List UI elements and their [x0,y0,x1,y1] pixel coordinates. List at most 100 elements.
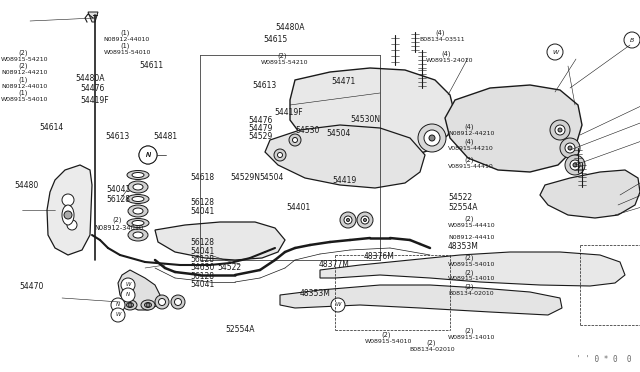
Text: N08912-34010: N08912-34010 [95,225,144,231]
Text: N: N [126,292,130,298]
Circle shape [624,32,640,48]
Circle shape [560,138,580,158]
Text: B08134-02010: B08134-02010 [410,347,455,352]
Text: V08915-44210: V08915-44210 [448,145,493,151]
Text: N: N [145,152,150,158]
Text: 54041: 54041 [191,280,215,289]
Text: (1): (1) [120,43,130,49]
Ellipse shape [128,181,148,193]
Text: (2): (2) [113,216,122,223]
Text: 54522: 54522 [218,263,242,272]
Circle shape [565,155,585,175]
Text: 54481: 54481 [154,132,178,141]
Text: W08915-24010: W08915-24010 [426,58,473,63]
Text: (1): (1) [120,29,130,36]
Circle shape [424,130,440,146]
Text: 54419F: 54419F [274,108,303,117]
Text: 54401: 54401 [286,203,310,212]
Text: W08915-54210: W08915-54210 [261,60,308,65]
Circle shape [139,146,157,164]
Polygon shape [290,68,455,162]
Text: 56128: 56128 [191,238,215,247]
Text: (2): (2) [465,215,474,222]
Polygon shape [155,222,285,260]
Polygon shape [47,165,92,255]
Text: N08912-44010: N08912-44010 [104,37,150,42]
Text: 54613: 54613 [106,132,130,141]
Ellipse shape [128,205,148,217]
Text: (2): (2) [465,269,474,276]
Text: 52554A: 52554A [225,325,255,334]
Text: 54529N: 54529N [230,173,260,182]
Text: 56128: 56128 [191,272,215,281]
Ellipse shape [127,170,149,180]
Circle shape [331,298,345,312]
Text: 54476: 54476 [248,116,273,125]
Text: (4): (4) [435,29,445,36]
Circle shape [550,120,570,140]
Circle shape [292,138,298,142]
Text: 54419F: 54419F [80,96,109,105]
Text: 54470: 54470 [19,282,44,291]
Circle shape [159,298,166,305]
Text: 54615: 54615 [264,35,288,44]
Text: 48353M: 48353M [448,242,479,251]
Text: 54618: 54618 [191,173,215,182]
Text: 54041: 54041 [191,247,215,256]
Text: 48377M: 48377M [319,260,349,269]
Text: B08134-03511: B08134-03511 [419,37,465,42]
Text: 54041: 54041 [106,185,131,194]
Circle shape [418,124,446,152]
Text: 54529: 54529 [248,132,273,141]
Circle shape [171,295,185,309]
Ellipse shape [145,302,152,308]
Circle shape [570,160,580,170]
Polygon shape [445,85,582,172]
Text: ' ' 0 * 0  0: ' ' 0 * 0 0 [577,355,632,364]
Text: 54419: 54419 [333,176,357,185]
Circle shape [361,216,369,224]
Circle shape [111,298,125,312]
Ellipse shape [141,300,155,310]
Text: 54480A: 54480A [76,74,105,83]
Circle shape [67,220,77,230]
Text: (4): (4) [442,50,451,57]
Circle shape [64,211,72,219]
Circle shape [278,153,282,157]
Text: (4): (4) [465,124,474,131]
Ellipse shape [127,218,149,228]
Text: (2): (2) [465,157,474,163]
Text: W: W [552,49,558,55]
Text: (2): (2) [18,49,28,56]
Text: W: W [115,312,121,317]
Text: (2): (2) [465,284,474,291]
Text: V08915-44410: V08915-44410 [448,164,493,169]
Text: 52554A: 52554A [448,203,477,212]
Ellipse shape [132,196,144,202]
Text: B08134-02010: B08134-02010 [448,291,493,296]
Text: W08915-54210: W08915-54210 [1,57,49,62]
Text: N: N [145,152,150,158]
Circle shape [62,194,74,206]
Circle shape [139,146,157,164]
Text: 54504: 54504 [326,129,351,138]
Circle shape [558,128,562,132]
Ellipse shape [127,302,134,308]
Text: N08912-44210: N08912-44210 [448,131,494,137]
Text: (2): (2) [278,52,287,59]
Text: 54530: 54530 [296,126,320,135]
Polygon shape [118,270,160,310]
Text: (2): (2) [465,254,474,261]
Circle shape [568,146,572,150]
Text: 54613: 54613 [253,81,277,90]
Text: W08915-54010: W08915-54010 [365,339,412,344]
Text: 48353M: 48353M [300,289,330,298]
Text: (1): (1) [18,77,28,83]
Polygon shape [320,252,625,286]
Circle shape [357,212,373,228]
Text: 54630: 54630 [191,263,215,272]
Circle shape [175,298,182,305]
Text: 48376M: 48376M [364,252,394,261]
Ellipse shape [133,232,143,238]
Text: W08915-14010: W08915-14010 [448,276,495,282]
